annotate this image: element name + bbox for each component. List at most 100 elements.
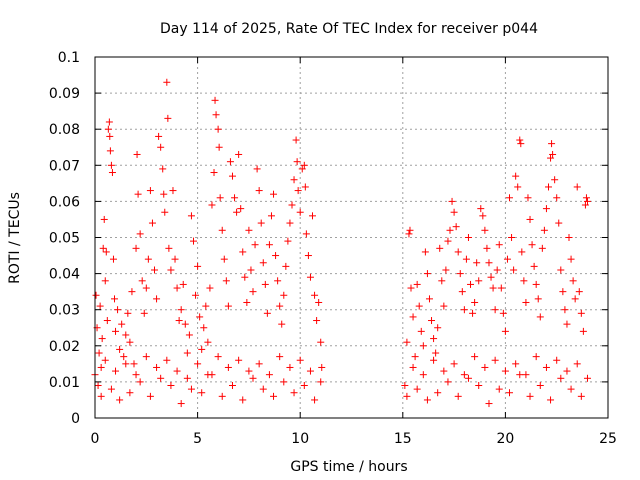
data-point (419, 342, 427, 350)
data-point (318, 363, 326, 371)
data-point (522, 371, 530, 379)
data-point (306, 367, 314, 375)
y-tick-label: 0 (71, 411, 80, 427)
data-point (151, 266, 159, 274)
data-point (214, 353, 222, 361)
x-tick-label: 0 (91, 431, 100, 447)
data-point (161, 208, 169, 216)
y-tick-label: 0.02 (49, 339, 80, 355)
data-point (136, 230, 144, 238)
data-point (222, 277, 230, 285)
data-point (495, 385, 503, 393)
data-point (157, 143, 165, 151)
data-point (215, 143, 223, 151)
data-point (132, 244, 140, 252)
data-point (114, 306, 122, 314)
data-point (553, 194, 561, 202)
data-point (569, 277, 577, 285)
data-point (567, 255, 575, 263)
data-point (144, 255, 152, 263)
data-point (286, 219, 294, 227)
data-point (142, 284, 150, 292)
data-point (301, 183, 309, 191)
data-point (200, 324, 208, 332)
axis-ticks (94, 56, 609, 419)
data-point (469, 309, 477, 317)
data-point (270, 392, 278, 400)
data-point (153, 295, 161, 303)
data-point (97, 363, 105, 371)
data-point (506, 194, 514, 202)
data-point (249, 288, 257, 296)
data-point (567, 385, 575, 393)
data-point (475, 277, 483, 285)
data-point (107, 385, 115, 393)
data-point (538, 244, 546, 252)
y-tick-label: 0.1 (58, 50, 80, 66)
data-point (110, 295, 118, 303)
data-point (559, 288, 567, 296)
data-point (452, 223, 460, 231)
data-point (105, 118, 113, 126)
data-point (481, 363, 489, 371)
data-point (536, 313, 544, 321)
data-point (272, 252, 280, 260)
data-point (235, 150, 243, 158)
data-point (501, 327, 509, 335)
data-point (311, 291, 319, 299)
data-point (456, 270, 464, 278)
data-point (282, 262, 290, 270)
data-point (237, 205, 245, 213)
data-point (118, 320, 126, 328)
data-point (280, 378, 288, 386)
data-point (403, 338, 411, 346)
data-point (179, 280, 187, 288)
data-point (142, 353, 150, 361)
data-point (292, 136, 300, 144)
data-point (133, 150, 141, 158)
data-point (540, 226, 548, 234)
data-point (479, 212, 487, 220)
data-point (481, 226, 489, 234)
data-point (575, 288, 583, 296)
data-point (503, 255, 511, 263)
data-point (177, 400, 185, 408)
y-tick-label: 0.01 (49, 375, 80, 391)
y-tick-label: 0.03 (49, 303, 80, 319)
y-tick-label: 0.04 (49, 267, 80, 283)
y-tick-label: 0.07 (49, 158, 80, 174)
data-point (138, 277, 146, 285)
data-point (440, 302, 448, 310)
data-point (276, 302, 284, 310)
data-point (573, 360, 581, 368)
data-point (278, 320, 286, 328)
data-point (430, 335, 438, 343)
data-point (106, 132, 114, 140)
data-point (454, 392, 462, 400)
data-point (276, 353, 284, 361)
data-point (583, 197, 591, 205)
data-point (514, 183, 522, 191)
data-point (189, 237, 197, 245)
data-point (153, 363, 161, 371)
data-point (255, 360, 263, 368)
data-point (97, 392, 105, 400)
data-point (432, 349, 440, 357)
data-point (177, 306, 185, 314)
data-point (547, 396, 555, 404)
data-point (274, 277, 282, 285)
data-point (198, 345, 206, 353)
data-point (267, 212, 275, 220)
data-point (211, 96, 219, 104)
data-point (448, 197, 456, 205)
data-point (581, 201, 589, 209)
data-point (171, 255, 179, 263)
data-point (411, 353, 419, 361)
data-point (434, 389, 442, 397)
data-point (228, 382, 236, 390)
data-point (101, 277, 109, 285)
data-point (430, 356, 438, 364)
data-point (571, 295, 579, 303)
data-point (548, 140, 556, 148)
